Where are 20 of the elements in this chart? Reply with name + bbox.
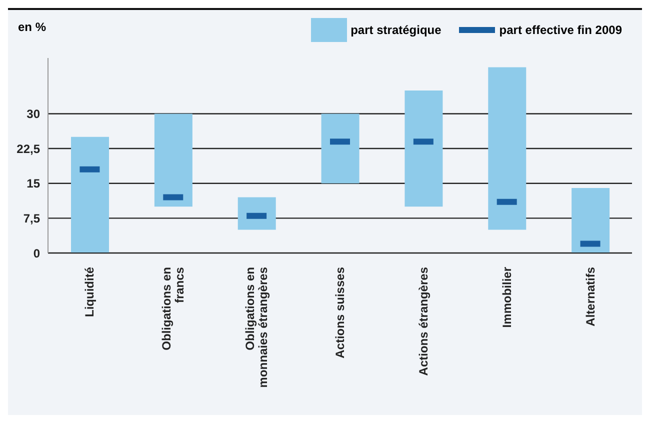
bar [572,188,610,253]
bar [404,90,443,207]
y-tick-label: 0 [33,246,40,260]
bar [321,114,360,184]
y-tick-label: 30 [26,106,40,121]
x-tick-label: Actions suisses [333,266,347,358]
x-tick-label: Alternatifs [583,266,598,326]
y-tick-label: 22,5 [16,142,40,156]
bar [154,114,192,207]
x-tick-label: Actions étrangères [416,266,430,376]
y-tick-label: 7,5 [23,211,40,226]
bar [488,67,526,230]
x-tick-label: Obligations en francs [160,266,187,350]
y-axis-title: en % [18,20,46,34]
bar [71,136,109,253]
x-tick-label: Liquidité [82,266,97,317]
x-tick-label: Immobilier [500,266,514,328]
legend-label: part stratégique [350,23,442,37]
legend-label: part effective fin 2009 [499,23,622,37]
y-tick-label: 15 [26,176,40,191]
